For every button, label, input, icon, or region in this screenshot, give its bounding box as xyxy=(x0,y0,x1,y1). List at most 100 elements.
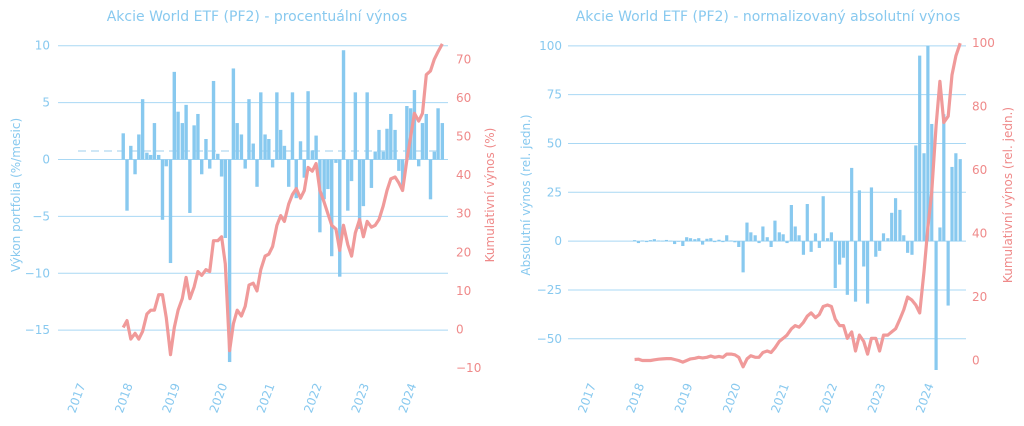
bar xyxy=(440,123,445,160)
y-tick-label: 5 xyxy=(42,96,50,110)
bar xyxy=(184,104,188,160)
bar xyxy=(428,159,433,200)
bar xyxy=(196,113,200,160)
x-tick-label: 2017 xyxy=(65,381,89,414)
bar xyxy=(385,128,389,160)
bar xyxy=(310,150,315,160)
bar xyxy=(223,159,228,238)
bar xyxy=(393,129,397,160)
bar xyxy=(129,145,133,160)
bar xyxy=(216,153,220,160)
bar xyxy=(152,123,157,160)
y2-tick-label: 20 xyxy=(456,245,471,259)
bar xyxy=(243,159,247,169)
bar xyxy=(208,159,212,169)
bar xyxy=(373,151,377,160)
bar xyxy=(164,159,168,167)
y2-tick-label: −10 xyxy=(456,361,481,375)
bar xyxy=(172,71,176,160)
bar xyxy=(341,50,346,160)
y2-tick-label: 60 xyxy=(456,91,471,105)
x-tick-label: 2019 xyxy=(159,381,183,414)
bar xyxy=(188,159,192,213)
bar xyxy=(306,91,310,160)
bar xyxy=(247,99,251,160)
bar xyxy=(400,159,405,188)
bar xyxy=(412,90,417,160)
bar xyxy=(168,159,173,264)
bar xyxy=(330,159,334,257)
y-tick-label: 10 xyxy=(35,39,50,53)
bar xyxy=(349,159,354,182)
bar xyxy=(338,159,342,277)
bar xyxy=(416,159,421,167)
bar xyxy=(227,159,232,363)
x-tick-label: 2023 xyxy=(348,381,372,414)
x-tick-label: 2020 xyxy=(207,381,231,414)
bar xyxy=(180,123,185,160)
y-axis-label: Výkon portfolia (%/mesic) xyxy=(9,118,23,272)
bar xyxy=(204,139,208,160)
bar xyxy=(133,159,137,175)
bar xyxy=(160,159,165,220)
x-tick-label: 2022 xyxy=(301,381,325,414)
bar xyxy=(286,159,291,187)
y-tick-label: −10 xyxy=(25,266,50,280)
y-tick-label: −15 xyxy=(25,323,50,337)
bar xyxy=(278,129,283,160)
bar xyxy=(432,151,436,160)
bar xyxy=(318,159,322,233)
y2-tick-label: 70 xyxy=(456,52,471,66)
bar xyxy=(211,80,216,160)
y2-tick-label: 40 xyxy=(456,168,471,182)
bar xyxy=(140,99,145,160)
y2-tick-label: 0 xyxy=(456,322,464,336)
bar xyxy=(239,134,244,160)
bar xyxy=(121,133,125,160)
x-tick-label: 2024 xyxy=(396,381,420,414)
cumulative-line xyxy=(121,43,444,357)
bar xyxy=(231,68,236,160)
bar xyxy=(219,159,224,177)
bar xyxy=(148,154,153,160)
y2-tick-label: 30 xyxy=(456,207,471,221)
bar xyxy=(235,123,239,160)
bar xyxy=(294,159,298,199)
x-tick-label: 2018 xyxy=(112,381,136,414)
bar xyxy=(361,159,366,207)
bar xyxy=(357,159,362,229)
bar xyxy=(270,159,275,168)
bar xyxy=(275,92,279,160)
bar xyxy=(137,134,141,160)
y2-axis-label: Kumulativní výnos (%) xyxy=(483,128,497,263)
bar xyxy=(424,113,428,160)
bar xyxy=(326,159,330,190)
bar xyxy=(314,135,318,160)
bar xyxy=(176,111,180,160)
bar xyxy=(267,139,271,160)
bar xyxy=(259,92,263,160)
bar xyxy=(420,123,425,160)
bar xyxy=(192,125,196,160)
bar xyxy=(436,108,440,160)
bar xyxy=(156,154,161,160)
y-tick-label: 0 xyxy=(42,152,50,166)
bar xyxy=(369,159,374,188)
bar xyxy=(334,159,338,163)
y-tick-label: −5 xyxy=(32,209,50,223)
bar xyxy=(365,92,369,160)
y2-tick-label: 50 xyxy=(456,129,471,143)
bar xyxy=(405,106,409,160)
bar xyxy=(322,159,326,200)
bar xyxy=(298,141,303,160)
bar xyxy=(377,129,381,160)
chart-title: Akcie World ETF (PF2) - procentuální výn… xyxy=(107,9,408,25)
bar xyxy=(302,159,306,178)
bar xyxy=(290,92,295,160)
bar xyxy=(145,152,149,160)
bar xyxy=(282,145,287,160)
bar xyxy=(251,143,255,160)
bar xyxy=(389,113,393,160)
